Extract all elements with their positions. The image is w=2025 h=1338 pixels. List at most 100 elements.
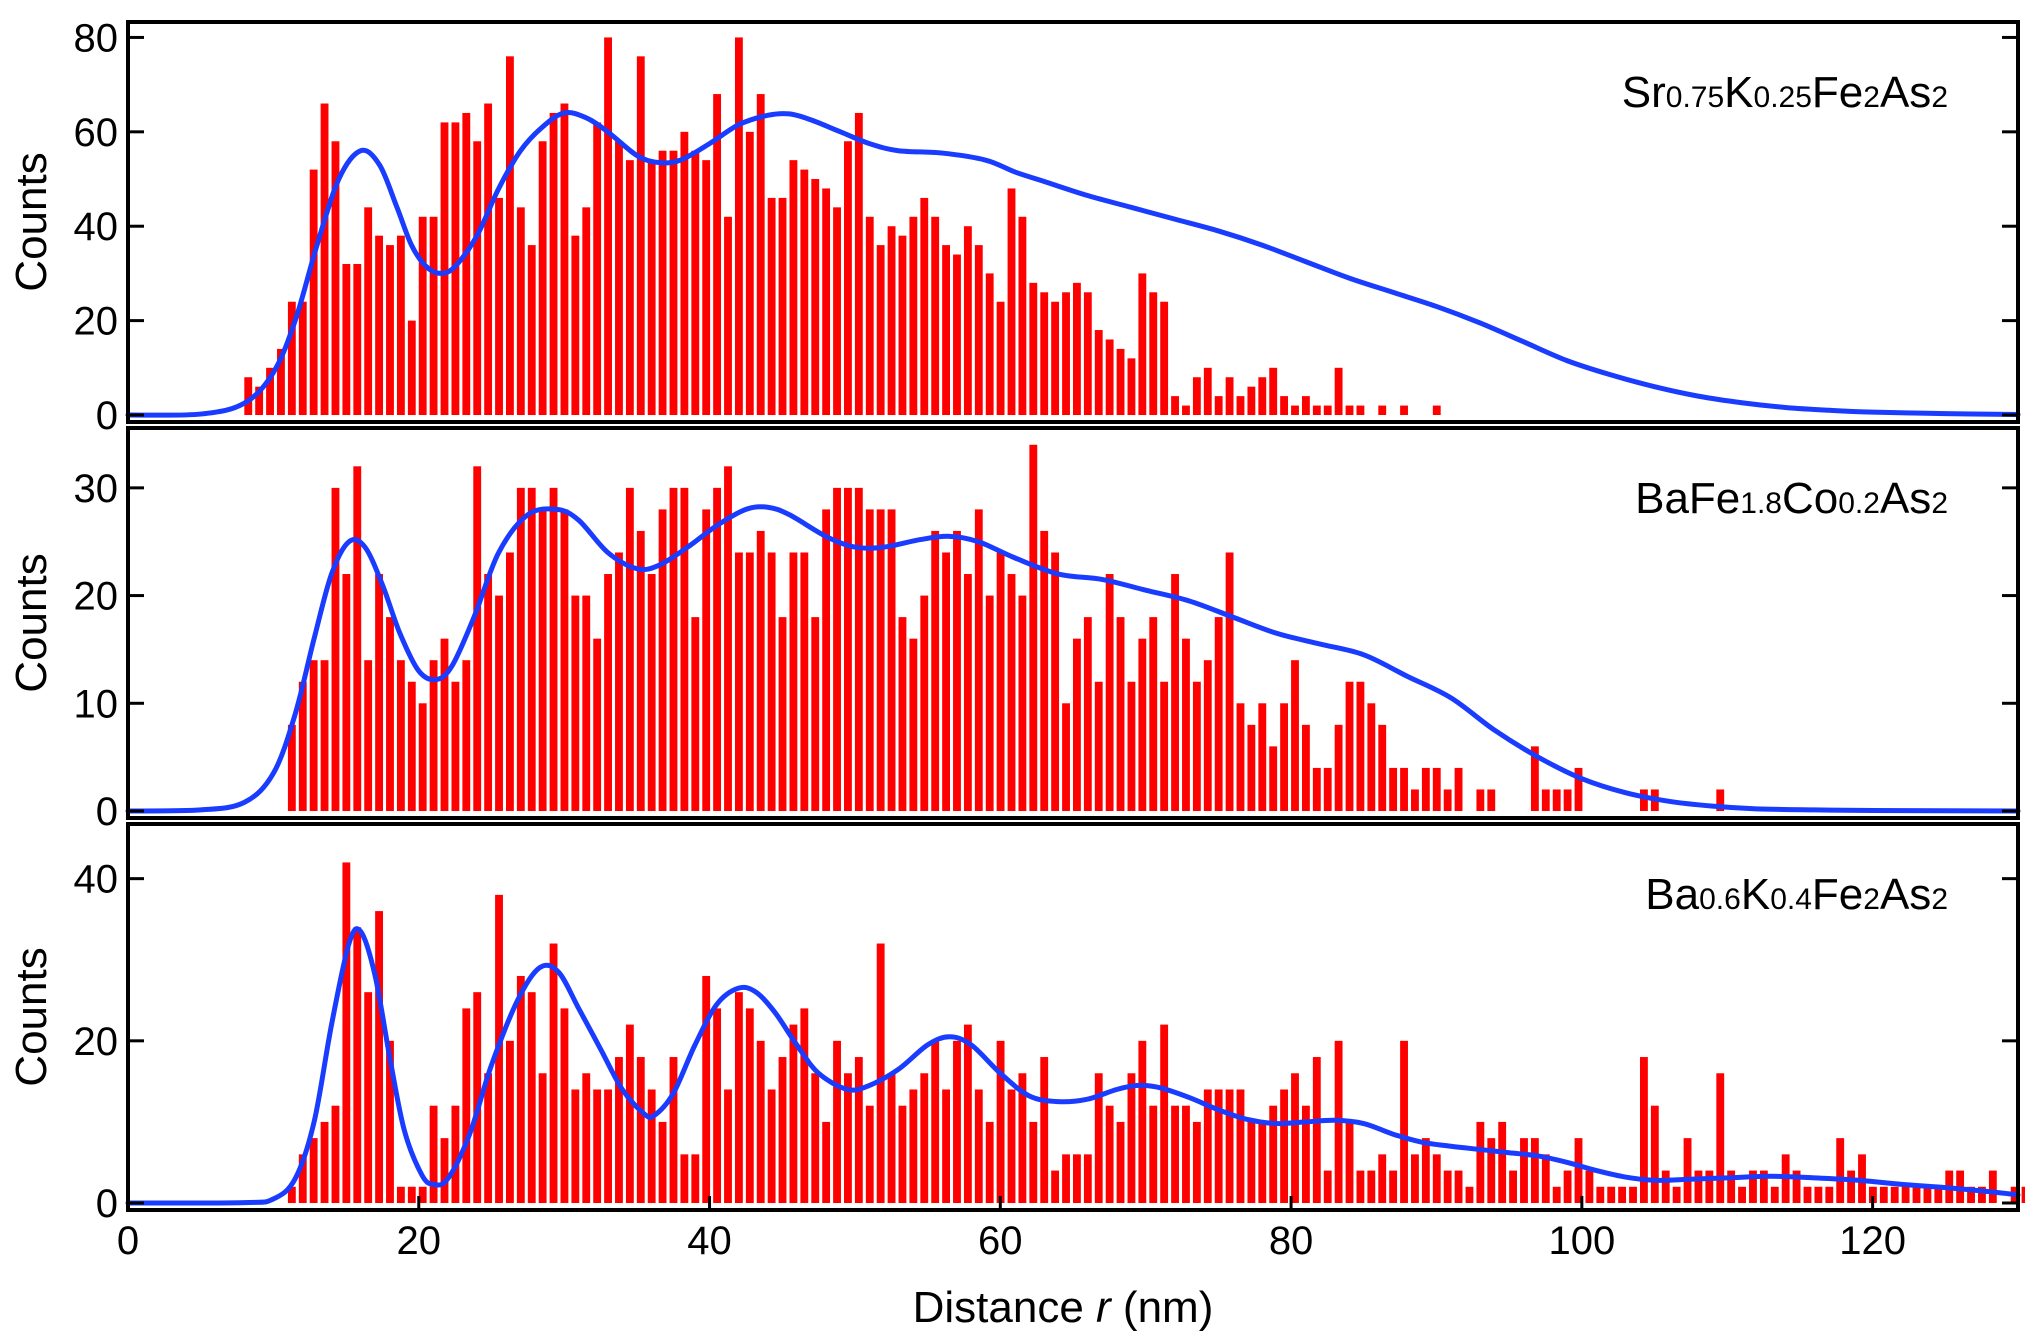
- bar: [647, 160, 656, 415]
- bar: [1247, 386, 1256, 415]
- bar: [887, 509, 896, 811]
- bar: [691, 1154, 700, 1203]
- bar: [724, 466, 732, 811]
- bar: [516, 487, 525, 811]
- bar: [582, 595, 591, 811]
- bar: [800, 552, 809, 811]
- bar: [331, 487, 340, 811]
- legend-subscript: 0.6: [1699, 883, 1741, 916]
- bar: [625, 487, 634, 811]
- bar: [560, 509, 569, 811]
- bar: [277, 348, 285, 415]
- bar: [1236, 703, 1245, 811]
- bar: [1062, 292, 1070, 415]
- bar: [844, 487, 852, 811]
- bar: [680, 131, 689, 415]
- bar: [1116, 617, 1125, 811]
- bar: [636, 56, 645, 415]
- bar: [974, 245, 983, 415]
- bar: [1149, 617, 1158, 811]
- bar: [1192, 1121, 1201, 1203]
- bar: [724, 1089, 732, 1203]
- bar: [506, 1040, 514, 1203]
- bar: [1443, 1170, 1452, 1203]
- bar: [1312, 1057, 1321, 1203]
- bar: [1400, 405, 1408, 415]
- bar: [996, 552, 1005, 811]
- bar: [1901, 1186, 1910, 1203]
- bar: [1367, 703, 1376, 811]
- bar: [1301, 724, 1310, 811]
- bar: [407, 681, 416, 811]
- bar: [527, 487, 536, 811]
- bar: [331, 141, 340, 415]
- bar: [669, 487, 678, 811]
- x-tick-label: 0: [117, 1219, 139, 1263]
- bar: [1018, 216, 1027, 415]
- bar: [1051, 552, 1060, 811]
- bar: [1312, 767, 1321, 811]
- bar: [396, 1186, 405, 1203]
- legend-subscript: 2: [1863, 883, 1880, 916]
- bar: [287, 724, 296, 811]
- bar: [1127, 681, 1136, 811]
- bar: [985, 1121, 994, 1203]
- bar: [1236, 396, 1245, 415]
- bar: [876, 509, 885, 811]
- bar: [1530, 746, 1539, 811]
- x-axis-title-variable: r: [1096, 1283, 1113, 1332]
- bar: [1171, 574, 1179, 811]
- bar: [1378, 1154, 1387, 1203]
- bar: [734, 992, 743, 1203]
- bar: [1258, 703, 1267, 811]
- bar: [1792, 1170, 1801, 1203]
- bar: [1007, 574, 1016, 811]
- bar: [1291, 660, 1299, 811]
- bar: [1040, 292, 1049, 415]
- bar: [1629, 1186, 1637, 1203]
- bar: [604, 37, 612, 415]
- bar: [1323, 405, 1332, 415]
- bar: [1967, 1186, 1975, 1203]
- bar: [375, 911, 383, 1203]
- bar: [615, 552, 623, 811]
- bar: [1116, 348, 1125, 415]
- bar: [1596, 1186, 1605, 1203]
- bar: [647, 574, 656, 811]
- bar: [658, 509, 667, 811]
- bar: [1094, 1073, 1103, 1203]
- bar: [734, 552, 743, 811]
- bar: [320, 103, 329, 415]
- bar: [1018, 1073, 1027, 1203]
- bar: [1498, 1121, 1507, 1203]
- bar: [1236, 1089, 1245, 1203]
- bar: [1661, 1170, 1670, 1203]
- bar: [1465, 1186, 1474, 1203]
- bar: [1868, 1186, 1877, 1203]
- bar: [462, 660, 471, 811]
- bar: [462, 112, 471, 415]
- bar: [582, 207, 591, 415]
- bar: [1389, 767, 1398, 811]
- bar: [931, 1040, 940, 1203]
- bar: [593, 1089, 602, 1203]
- bar: [876, 245, 885, 415]
- bar: [1650, 1105, 1659, 1203]
- bar: [745, 552, 754, 811]
- bar: [309, 1138, 318, 1203]
- bar: [1225, 377, 1234, 415]
- bar: [1203, 367, 1212, 415]
- bar: [353, 263, 362, 415]
- bar: [1890, 1186, 1899, 1203]
- bar: [800, 169, 809, 415]
- bar: [1443, 789, 1452, 811]
- bar: [789, 1024, 798, 1203]
- bar: [702, 975, 711, 1203]
- bar: [1640, 1057, 1648, 1203]
- bar: [833, 207, 841, 415]
- bar: [386, 617, 394, 811]
- bar: [309, 169, 318, 415]
- bar: [1269, 367, 1278, 415]
- bar: [1269, 746, 1278, 811]
- bar: [1160, 1024, 1169, 1203]
